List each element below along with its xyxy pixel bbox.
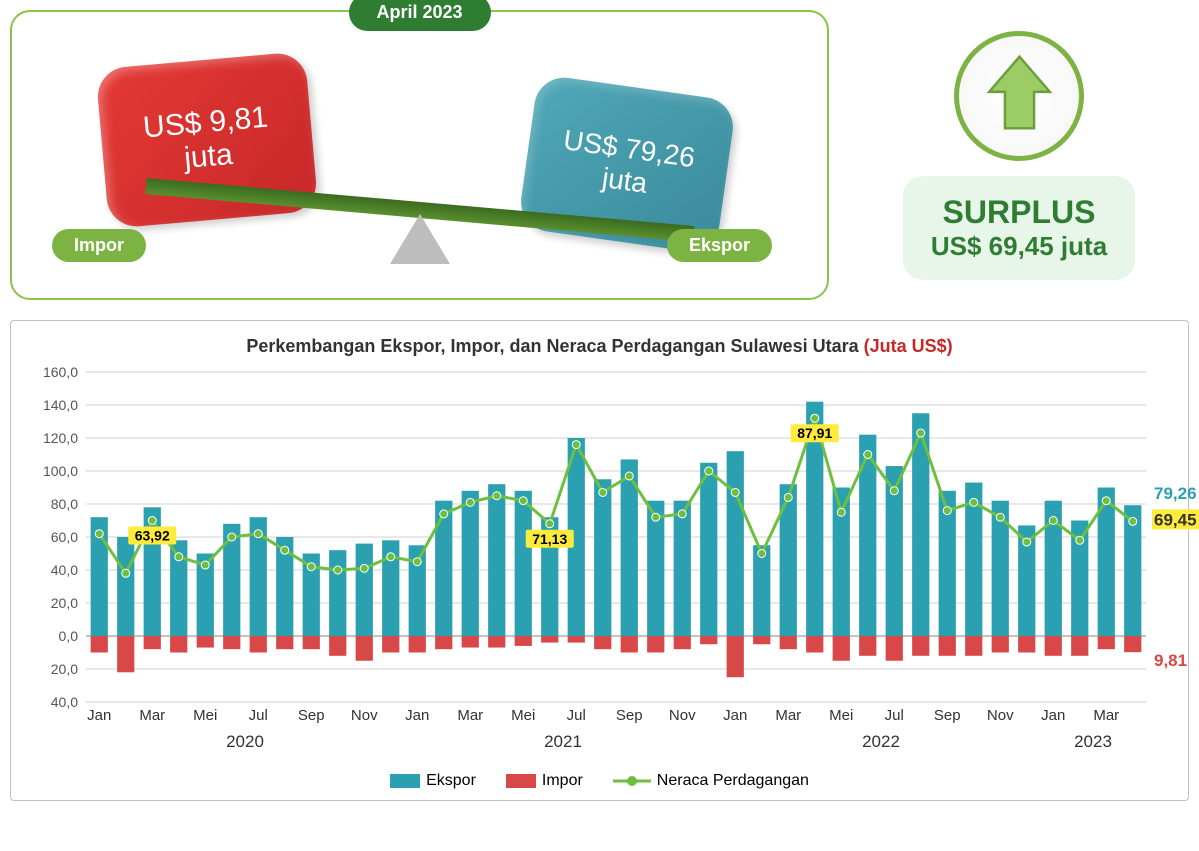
- legend-item-impor: Impor: [506, 772, 583, 790]
- svg-text:79,26: 79,26: [1154, 484, 1197, 503]
- svg-text:69,45: 69,45: [1154, 510, 1197, 529]
- ekspor-value-line2: juta: [600, 161, 649, 199]
- svg-text:120,0: 120,0: [43, 430, 78, 446]
- svg-text:Mei: Mei: [829, 707, 853, 724]
- legend-item-neraca: Neraca Perdagangan: [613, 772, 809, 790]
- svg-text:100,0: 100,0: [43, 463, 78, 479]
- svg-text:Nov: Nov: [351, 707, 378, 724]
- svg-text:Nov: Nov: [987, 707, 1014, 724]
- svg-text:40,0: 40,0: [51, 562, 78, 578]
- svg-text:0,0: 0,0: [59, 628, 79, 644]
- svg-text:Mar: Mar: [457, 707, 483, 724]
- svg-text:40,0: 40,0: [51, 694, 78, 710]
- svg-text:Nov: Nov: [669, 707, 696, 724]
- impor-value-line2: juta: [183, 138, 234, 176]
- chart-title-unit: (Juta US$): [864, 336, 953, 356]
- legend-swatch-ekspor: [390, 774, 420, 788]
- month-badge: April 2023: [348, 0, 490, 31]
- svg-text:Jan: Jan: [87, 707, 111, 724]
- svg-text:2023: 2023: [1074, 732, 1112, 751]
- impor-label-pill: Impor: [52, 229, 146, 262]
- svg-text:Mar: Mar: [139, 707, 165, 724]
- svg-text:9,81: 9,81: [1154, 651, 1187, 670]
- svg-text:Jan: Jan: [405, 707, 429, 724]
- arrow-up-circle: [954, 31, 1084, 161]
- surplus-box: SURPLUS US$ 69,45 juta: [903, 176, 1135, 280]
- svg-text:71,13: 71,13: [532, 531, 567, 547]
- svg-text:Mar: Mar: [1093, 707, 1119, 724]
- svg-text:63,92: 63,92: [135, 528, 170, 544]
- legend-label-neraca: Neraca Perdagangan: [657, 772, 809, 790]
- chart-title-main: Perkembangan Ekspor, Impor, dan Neraca P…: [246, 336, 863, 356]
- svg-text:Sep: Sep: [934, 707, 961, 724]
- legend-swatch-impor: [506, 774, 536, 788]
- legend-item-ekspor: Ekspor: [390, 772, 476, 790]
- chart-title: Perkembangan Ekspor, Impor, dan Neraca P…: [31, 336, 1168, 357]
- svg-text:2021: 2021: [544, 732, 582, 751]
- svg-text:2020: 2020: [226, 732, 264, 751]
- impor-value-line1: US$ 9,81: [142, 101, 270, 146]
- svg-text:Mar: Mar: [775, 707, 801, 724]
- svg-text:Jul: Jul: [885, 707, 904, 724]
- chart-svg: 0,0 20,0 40,0 60,0 80,0 100,0 120,0 140,0 160,0 2…: [31, 367, 1199, 767]
- svg-text:20,0: 20,0: [51, 595, 78, 611]
- svg-text:Mei: Mei: [511, 707, 535, 724]
- surplus-card: SURPLUS US$ 69,45 juta: [849, 10, 1189, 300]
- svg-text:Mei: Mei: [193, 707, 217, 724]
- svg-text:20,0: 20,0: [51, 661, 78, 677]
- scale-graphic: US$ 9,81 juta US$ 79,26 juta Impor Ekspo…: [42, 42, 797, 282]
- legend-label-ekspor: Ekspor: [426, 772, 476, 790]
- scale-pivot: [390, 214, 450, 264]
- svg-text:Sep: Sep: [616, 707, 643, 724]
- svg-text:Sep: Sep: [298, 707, 325, 724]
- svg-text:Jan: Jan: [723, 707, 747, 724]
- surplus-title: SURPLUS: [931, 194, 1107, 231]
- svg-text:60,0: 60,0: [51, 529, 78, 545]
- svg-text:80,0: 80,0: [51, 496, 78, 512]
- arrow-up-icon: [982, 53, 1057, 138]
- svg-text:140,0: 140,0: [43, 397, 78, 413]
- svg-text:160,0: 160,0: [43, 367, 78, 380]
- svg-text:2022: 2022: [862, 732, 900, 751]
- svg-text:Jan: Jan: [1041, 707, 1065, 724]
- svg-text:Jul: Jul: [567, 707, 586, 724]
- chart-legend: Ekspor Impor Neraca Perdagangan: [31, 772, 1168, 790]
- surplus-value: US$ 69,45 juta: [931, 231, 1107, 262]
- legend-swatch-neraca: [613, 774, 651, 788]
- top-section: April 2023 US$ 9,81 juta US$ 79,26 juta …: [10, 10, 1189, 300]
- svg-text:Jul: Jul: [249, 707, 268, 724]
- balance-scale-card: April 2023 US$ 9,81 juta US$ 79,26 juta …: [10, 10, 829, 300]
- svg-text:87,91: 87,91: [797, 425, 832, 441]
- legend-label-impor: Impor: [542, 772, 583, 790]
- chart-card: Perkembangan Ekspor, Impor, dan Neraca P…: [10, 320, 1189, 801]
- ekspor-label-pill: Ekspor: [667, 229, 772, 262]
